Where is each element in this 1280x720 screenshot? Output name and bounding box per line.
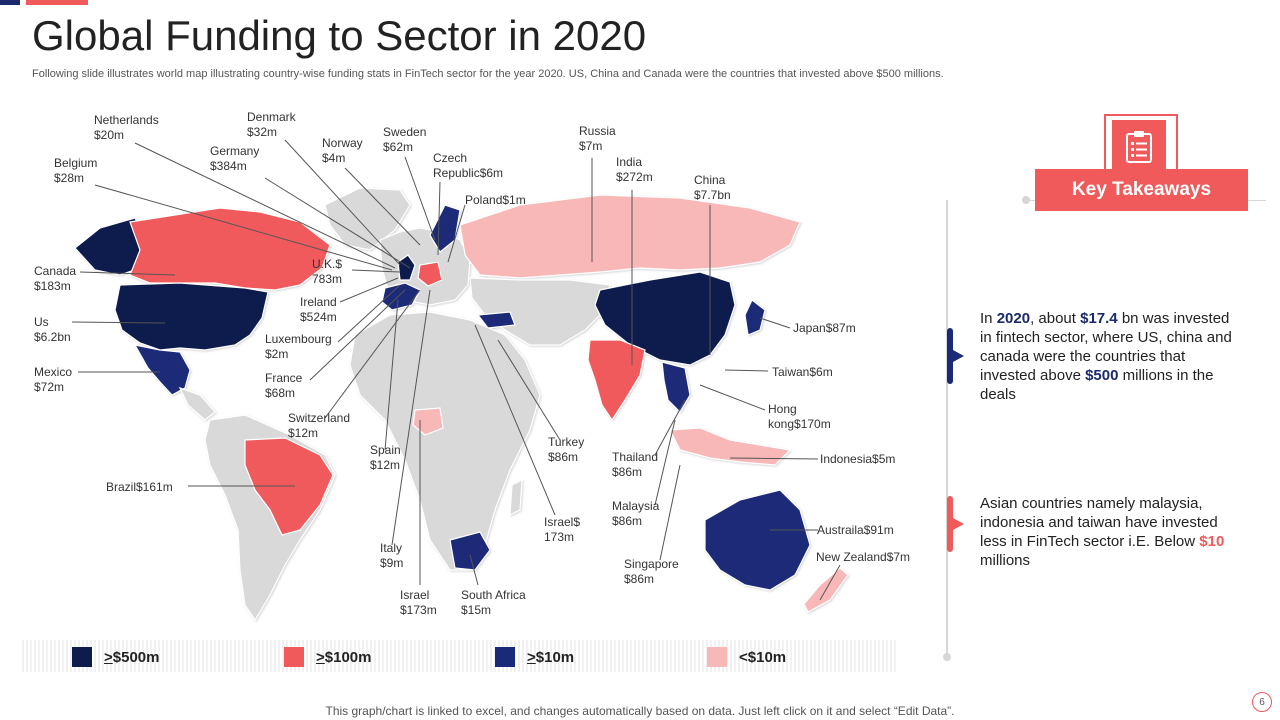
label-brazil: Brazil$161m: [106, 480, 173, 494]
label-india: India $272m: [616, 155, 653, 184]
label-taiwan: Taiwan$6m: [772, 365, 833, 379]
label-china: China $7.7bn: [694, 173, 731, 202]
region-turkey: [476, 311, 516, 329]
legend-swatch-10m: [495, 647, 515, 667]
legend-swatch-500m: [72, 647, 92, 667]
takeaway-2-part: millions: [980, 552, 1031, 569]
map-legend: > $500m > $100m > $10m <$10m: [22, 640, 897, 672]
takeaway-1-part: $17.4: [1080, 310, 1118, 327]
label-germany: Germany $384m: [210, 144, 260, 173]
label-uk: U.K.$ 783m: [312, 257, 343, 286]
region-central-america: [178, 386, 216, 421]
label-belgium: Belgium $28m: [54, 156, 98, 185]
legend-label-500m: $500m: [112, 648, 160, 666]
region-indonesia: [669, 427, 792, 466]
region-mexico: [133, 344, 191, 396]
region-south-africa: [449, 531, 491, 571]
page-number: 6: [1252, 692, 1272, 712]
label-luxembourg: Luxembourg $2m: [265, 332, 332, 361]
label-israel: Israel $173m: [400, 588, 437, 617]
page-subtitle: Following slide illustrates world map il…: [32, 68, 944, 80]
region-australia: [704, 489, 811, 591]
takeaway-1-part: $500: [1085, 367, 1119, 384]
label-singapore: Singapore $86m: [624, 557, 679, 586]
label-israel-2: Israel$ 173m: [544, 515, 581, 544]
label-denmark: Denmark $32m: [247, 110, 296, 139]
key-takeaways-icon-frame: [1104, 114, 1178, 170]
takeaway-text-2: Asian countries namely malaysia, indones…: [980, 494, 1245, 570]
label-turkey: Turkey $86m: [548, 435, 585, 464]
label-thailand: Thailand $86m: [612, 450, 659, 479]
label-italy: Italy $9m: [380, 541, 404, 570]
label-south-africa: South Africa $15m: [461, 588, 526, 617]
takeaway-2-part: $10: [1199, 533, 1225, 550]
legend-item-500m: > $500m: [72, 647, 159, 667]
region-canada: [129, 207, 331, 291]
legend-item-100m: > $100m: [284, 647, 371, 667]
legend-label-lt10m: <$10m: [739, 648, 787, 666]
region-russia: [459, 194, 801, 279]
legend-label-100m: $100m: [324, 648, 372, 666]
takeaway-1-part: millions in the deals: [980, 367, 1214, 403]
takeaway-1-part: , about: [1030, 310, 1081, 327]
label-malaysia: Malaysia $86m: [612, 499, 660, 528]
label-ireland: Ireland $524m: [300, 295, 337, 324]
clipboard-checklist-icon: [1112, 120, 1166, 174]
accent-coral: [26, 0, 88, 5]
label-spain: Spain $12m: [370, 443, 401, 472]
label-poland: Poland$1m: [465, 193, 526, 207]
legend-swatch-100m: [284, 647, 304, 667]
key-takeaways-heading: Key Takeaways: [1035, 169, 1248, 211]
panel-dot-bottom: [943, 653, 951, 661]
region-madagascar: [509, 478, 523, 517]
leader-lines: [71, 139, 841, 601]
label-france: France $68m: [265, 371, 303, 400]
takeaway-panel-line: [946, 200, 948, 658]
legend-symbol-10m: >: [527, 648, 536, 666]
label-czech: Czech Republic$6m: [433, 151, 504, 180]
panel-dot-top: [1022, 196, 1030, 204]
takeaway-1-part: 2020: [996, 310, 1031, 327]
region-germany: [417, 261, 443, 287]
region-africa: [349, 311, 541, 571]
label-indonesia: Indonesia$5m: [820, 452, 896, 466]
label-hongkong: Hong kong$170m: [768, 402, 831, 431]
legend-item-10m: > $10m: [495, 647, 574, 667]
legend-swatch-lt10m: [707, 647, 727, 667]
page-title: Global Funding to Sector in 2020: [32, 12, 647, 59]
region-india: [587, 339, 646, 422]
label-netherlands: Netherlands $20m: [94, 113, 159, 142]
label-new-zealand: New Zealand$7m: [816, 550, 911, 564]
legend-symbol-100m: >: [316, 648, 325, 666]
takeaway-text-1: In 2020, about $17.4 bn was invested in …: [980, 309, 1245, 404]
region-japan: [744, 299, 766, 336]
label-norway: Norway $4m: [322, 136, 363, 165]
takeaway-2-part: Asian countries namely malaysia, indones…: [980, 495, 1218, 550]
label-canada: Canada $183m: [34, 264, 77, 293]
takeaway-marker-1: [947, 328, 964, 384]
legend-item-lt10m: <$10m: [707, 647, 786, 667]
label-us: Us $6.2bn: [34, 315, 71, 344]
label-sweden: Sweden $62m: [383, 125, 427, 154]
takeaway-marker-2: [947, 496, 964, 552]
label-mexico: Mexico $72m: [34, 365, 73, 394]
label-japan: Japan$87m: [793, 321, 856, 335]
region-central-asia: [469, 277, 611, 346]
footer-note: This graph/chart is linked to excel, and…: [325, 704, 955, 718]
takeaway-1-part: In: [980, 310, 997, 327]
takeaway-1-part: bn was invested in fintech sector, where…: [980, 310, 1232, 384]
legend-symbol-500m: >: [104, 648, 113, 666]
region-us: [114, 282, 269, 351]
region-greenland: [324, 187, 411, 251]
legend-label-10m: $10m: [535, 648, 575, 666]
label-switzerland: Switzerland $12m: [288, 411, 351, 440]
region-se-asia: [661, 361, 691, 413]
accent-navy: [0, 0, 20, 5]
region-uk: [397, 254, 416, 281]
label-australia: Austraila$91m: [817, 523, 894, 537]
label-russia: Russia $7m: [579, 124, 616, 153]
